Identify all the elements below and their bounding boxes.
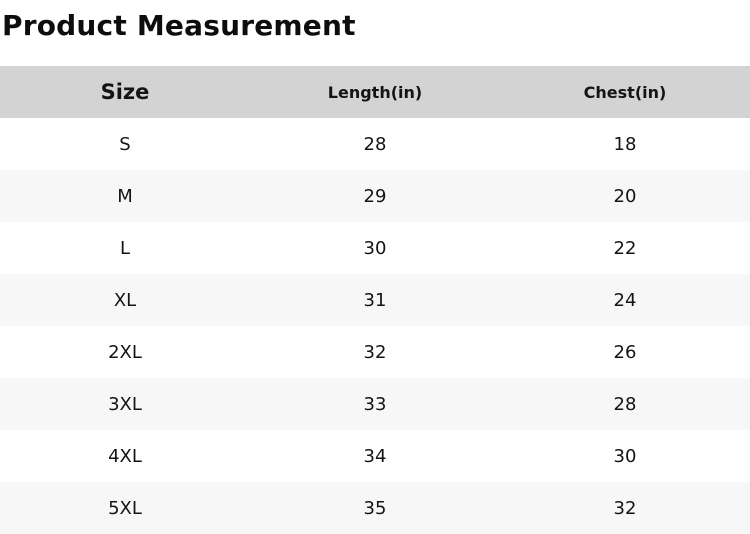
size-cell: 5XL <box>108 497 142 519</box>
size-cell: 4XL <box>108 445 142 467</box>
size-cell: L <box>119 237 131 259</box>
chest-cell: 32 <box>613 497 637 519</box>
table-row: 3XL 33 28 <box>0 378 750 430</box>
size-cell: 2XL <box>108 341 142 363</box>
length-cell: 31 <box>363 289 387 311</box>
page-title: Product Measurement <box>2 9 356 42</box>
size-cell: S <box>119 133 131 155</box>
length-cell: 34 <box>363 445 387 467</box>
chest-cell: 26 <box>613 341 637 363</box>
table-header-row: Size Length(in) Chest(in) <box>0 66 750 118</box>
length-cell: 28 <box>363 133 387 155</box>
table-row: S 28 18 <box>0 118 750 170</box>
chest-cell: 28 <box>613 393 637 415</box>
size-cell: XL <box>113 289 137 311</box>
table-row: XL 31 24 <box>0 274 750 326</box>
chest-cell: 18 <box>613 133 637 155</box>
col-header-chest: Chest(in) <box>583 82 667 102</box>
length-cell: 35 <box>363 497 387 519</box>
table-row: 4XL 34 30 <box>0 430 750 482</box>
measurement-table: Size Length(in) Chest(in) S 28 18 M 29 2… <box>0 66 750 534</box>
chest-cell: 22 <box>613 237 637 259</box>
length-cell: 29 <box>363 185 387 207</box>
col-header-size: Size <box>100 80 150 104</box>
table-row: 5XL 35 32 <box>0 482 750 534</box>
chest-cell: 30 <box>613 445 637 467</box>
table-row: 2XL 32 26 <box>0 326 750 378</box>
title-bar: Product Measurement <box>0 0 750 66</box>
length-cell: 33 <box>363 393 387 415</box>
table-row: M 29 20 <box>0 170 750 222</box>
chest-cell: 20 <box>613 185 637 207</box>
chest-cell: 24 <box>613 289 637 311</box>
length-cell: 30 <box>363 237 387 259</box>
table-row: L 30 22 <box>0 222 750 274</box>
size-cell: M <box>117 185 133 207</box>
length-cell: 32 <box>363 341 387 363</box>
size-cell: 3XL <box>108 393 142 415</box>
col-header-length: Length(in) <box>327 82 423 102</box>
